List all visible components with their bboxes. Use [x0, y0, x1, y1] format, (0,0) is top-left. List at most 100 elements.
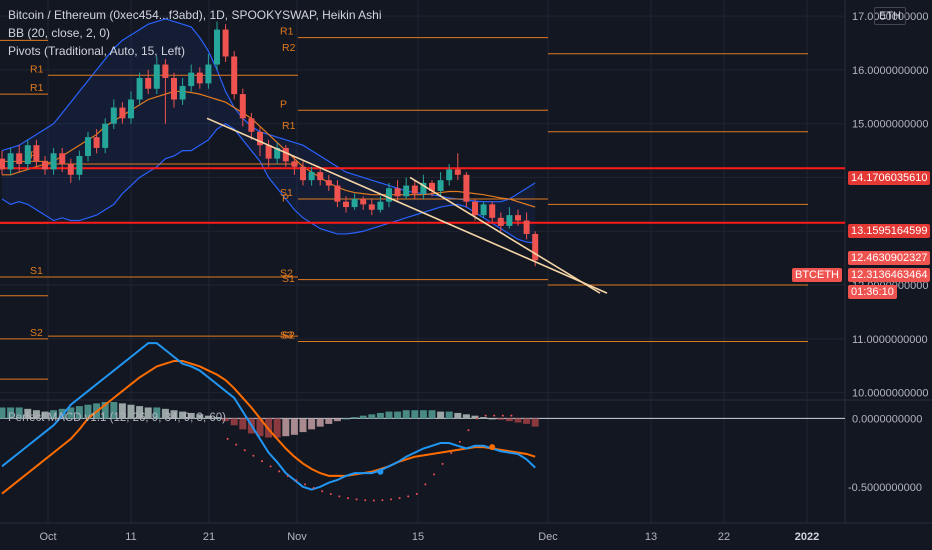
candle-body — [16, 153, 23, 165]
macd-dot — [407, 495, 410, 498]
trend-line — [206, 117, 608, 294]
macd-dot — [467, 429, 470, 432]
pivot-label: S1 — [280, 187, 293, 199]
macd-histogram-bar — [385, 411, 393, 419]
macd-signal-line — [1, 359, 536, 495]
pivots-legend[interactable]: Pivots (Traditional, Auto, 15, Left) — [8, 44, 185, 58]
macd-histogram-bar — [144, 407, 152, 419]
candle-body — [334, 185, 341, 202]
time-axis-label: 13 — [645, 531, 657, 543]
candle-body — [506, 215, 513, 226]
macd-dot — [304, 483, 306, 486]
macd-histogram-bar — [290, 418, 298, 435]
price-axis-label: 11.0000000000 — [852, 334, 928, 346]
macd-dot — [295, 479, 298, 482]
bb-lower-line — [1, 122, 536, 244]
macd-histogram-bar — [75, 406, 83, 419]
macd-histogram-bar — [32, 410, 40, 419]
time-axis-label: 15 — [412, 531, 424, 543]
macd-histogram-bar — [161, 408, 169, 419]
bb-legend[interactable]: BB (20, close, 2, 0) — [8, 26, 111, 40]
candle-body — [343, 201, 349, 208]
candle-body — [411, 185, 418, 194]
macd-histogram-bar — [222, 418, 230, 422]
macd-histogram-bar — [351, 417, 359, 419]
macd-histogram-bar — [153, 407, 161, 419]
macd-dot — [243, 449, 246, 452]
candle-body — [42, 161, 48, 170]
macd-histogram-bar — [488, 418, 496, 420]
candle-body — [239, 94, 246, 119]
candle-body — [119, 107, 126, 119]
candle-body — [515, 215, 521, 221]
macd-dot — [372, 499, 375, 502]
macd-histogram-bar — [101, 402, 109, 419]
countdown-badge: 01:36:10 — [848, 285, 897, 299]
candle-body — [102, 123, 109, 148]
candle-body — [446, 169, 453, 181]
macd-histogram-bar — [531, 418, 539, 427]
pivot-label: S1 — [30, 265, 43, 277]
macd-dot — [261, 460, 263, 463]
macd-histogram-bar — [376, 412, 384, 419]
candle-body — [153, 64, 160, 89]
macd-dot — [226, 437, 229, 440]
macd-histogram-bar — [110, 402, 118, 419]
hline-upper-badge: 14.1706035610 — [848, 171, 931, 185]
candle-body — [317, 172, 324, 181]
macd-dot — [329, 493, 332, 496]
pivot-label: S2 — [30, 327, 43, 339]
macd-histogram-bar — [239, 418, 247, 430]
candle-body — [110, 107, 117, 124]
candle-body — [480, 204, 487, 216]
macd-histogram-bar — [368, 414, 376, 419]
macd-histogram-bar — [325, 418, 333, 424]
macd-dot — [458, 440, 461, 443]
candle-body — [136, 77, 143, 100]
macd-dot — [476, 417, 478, 420]
macd-dot — [278, 470, 281, 473]
pivot-label: R1 — [30, 63, 44, 75]
macd-axis-label: -0.5000000000 — [848, 482, 922, 494]
candle-body — [67, 164, 74, 175]
macd-histogram-bar — [437, 411, 445, 419]
candle-body — [33, 145, 40, 162]
macd-dot — [252, 454, 255, 457]
macd-histogram-bar — [170, 410, 178, 419]
macd-histogram-bar — [282, 418, 290, 437]
candle-body — [128, 99, 134, 119]
candle-body — [394, 188, 401, 197]
candle-body — [222, 29, 229, 57]
candle-body — [282, 147, 289, 162]
macd-histogram-bar — [394, 411, 402, 419]
macd-dot — [441, 462, 444, 465]
macd-dot — [381, 499, 384, 502]
candle-body — [523, 220, 530, 234]
candle-body — [386, 188, 392, 202]
currency-button[interactable]: ETH — [874, 7, 906, 25]
macd-cross-marker — [377, 468, 384, 475]
time-axis-label: 2022 — [795, 531, 819, 543]
candle-body — [59, 153, 66, 165]
macd-histogram-bar — [514, 418, 522, 423]
macd-dot — [390, 498, 392, 501]
candle-body — [472, 201, 478, 216]
candle-body — [308, 172, 315, 181]
macd-histogram-bar — [411, 410, 419, 419]
macd-legend[interactable]: Perfect MACD v1.1 (12, 26, 9, 34, 9, 3, … — [8, 412, 226, 424]
macd-histogram-bar — [256, 418, 264, 437]
macd-histogram-bar — [118, 403, 126, 419]
macd-histogram-bar — [213, 417, 221, 419]
macd-histogram-bar — [308, 418, 316, 430]
candle-body — [205, 64, 212, 84]
macd-histogram-bar — [204, 415, 212, 419]
last-price-a-badge: 12.4630902327 — [848, 251, 931, 265]
candle-body — [420, 182, 427, 194]
candle-body — [454, 169, 461, 175]
macd-dot — [235, 443, 238, 446]
macd-histogram-bar — [15, 407, 23, 419]
pivot-label: S2 — [280, 268, 293, 280]
pivot-label: P — [282, 192, 289, 204]
